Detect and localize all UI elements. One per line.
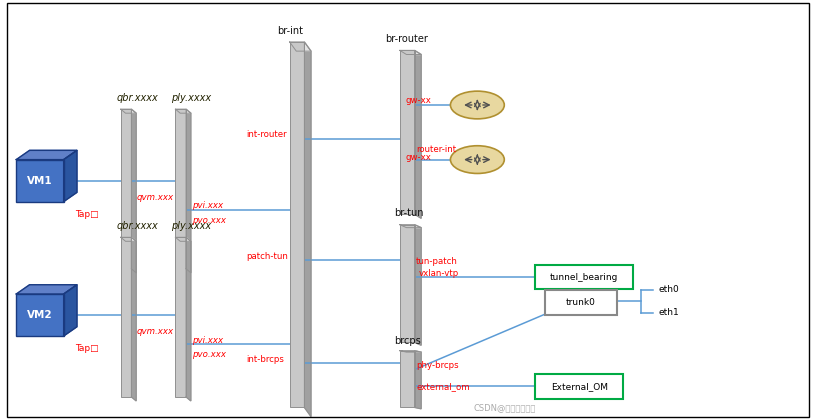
Bar (121, 237, 131, 397)
Bar (400, 50, 415, 214)
Polygon shape (64, 285, 77, 336)
Text: int-router: int-router (246, 130, 287, 139)
Text: int-brcps: int-brcps (246, 355, 284, 365)
Text: router-int: router-int (416, 144, 456, 154)
Text: tun-patch: tun-patch (416, 257, 458, 266)
Text: pvi.xxx: pvi.xxx (192, 336, 223, 345)
Text: VM1: VM1 (27, 176, 53, 186)
Polygon shape (290, 42, 311, 51)
Polygon shape (415, 351, 421, 409)
Text: qvm.xxx: qvm.xxx (137, 193, 174, 202)
Polygon shape (400, 351, 421, 352)
Polygon shape (415, 50, 421, 218)
Text: pvo.xxx: pvo.xxx (192, 216, 226, 225)
Circle shape (450, 91, 504, 119)
Polygon shape (415, 225, 421, 345)
Bar (121, 109, 131, 269)
Text: qvm.xxx: qvm.xxx (137, 327, 174, 336)
Text: gw-xx: gw-xx (406, 96, 432, 105)
Polygon shape (121, 237, 136, 241)
Text: eth0: eth0 (659, 285, 679, 294)
Polygon shape (131, 237, 136, 401)
Text: Tap□: Tap□ (75, 210, 99, 219)
Text: eth1: eth1 (659, 308, 679, 318)
Polygon shape (186, 237, 191, 401)
Circle shape (450, 146, 504, 173)
Text: Tap□: Tap□ (75, 344, 99, 353)
Text: br-int: br-int (277, 26, 304, 36)
Text: CSDN@大沙头三马路: CSDN@大沙头三马路 (473, 403, 535, 412)
Polygon shape (131, 109, 136, 273)
FancyBboxPatch shape (535, 374, 623, 399)
Text: pvo.xxx: pvo.xxx (192, 350, 226, 360)
Text: gw-xx: gw-xx (406, 153, 432, 162)
Bar (175, 237, 186, 397)
Text: vxlan-vtp: vxlan-vtp (419, 269, 459, 278)
Text: phy-brcps: phy-brcps (416, 361, 459, 370)
Polygon shape (304, 42, 311, 417)
Polygon shape (400, 225, 421, 228)
Text: brcps: brcps (394, 336, 421, 346)
Text: br-router: br-router (385, 34, 428, 44)
Text: external_om: external_om (416, 382, 470, 391)
Text: trunk0: trunk0 (566, 298, 596, 307)
Text: br-tun: br-tun (394, 208, 424, 218)
Polygon shape (121, 109, 136, 113)
Bar (400, 351, 415, 407)
Text: VM2: VM2 (27, 310, 53, 320)
Text: qbr.xxxx: qbr.xxxx (117, 221, 158, 231)
Text: External_OM: External_OM (551, 382, 608, 391)
Text: ply.xxxx: ply.xxxx (171, 221, 211, 231)
Polygon shape (64, 150, 77, 202)
Polygon shape (186, 109, 191, 273)
Polygon shape (175, 109, 191, 113)
FancyBboxPatch shape (535, 265, 633, 289)
Polygon shape (16, 150, 77, 160)
Polygon shape (175, 237, 191, 241)
Text: pvi.xxx: pvi.xxx (192, 201, 223, 210)
Text: patch-tun: patch-tun (246, 252, 288, 261)
FancyBboxPatch shape (545, 290, 617, 315)
Text: ply.xxxx: ply.xxxx (171, 93, 211, 103)
Bar (400, 225, 415, 342)
Bar (16, 294, 64, 336)
Text: qbr.xxxx: qbr.xxxx (117, 93, 158, 103)
Bar (16, 160, 64, 202)
Bar (175, 109, 186, 269)
Text: tunnel_bearing: tunnel_bearing (550, 273, 619, 282)
Bar (290, 42, 304, 407)
Polygon shape (400, 50, 421, 55)
Polygon shape (16, 285, 77, 294)
